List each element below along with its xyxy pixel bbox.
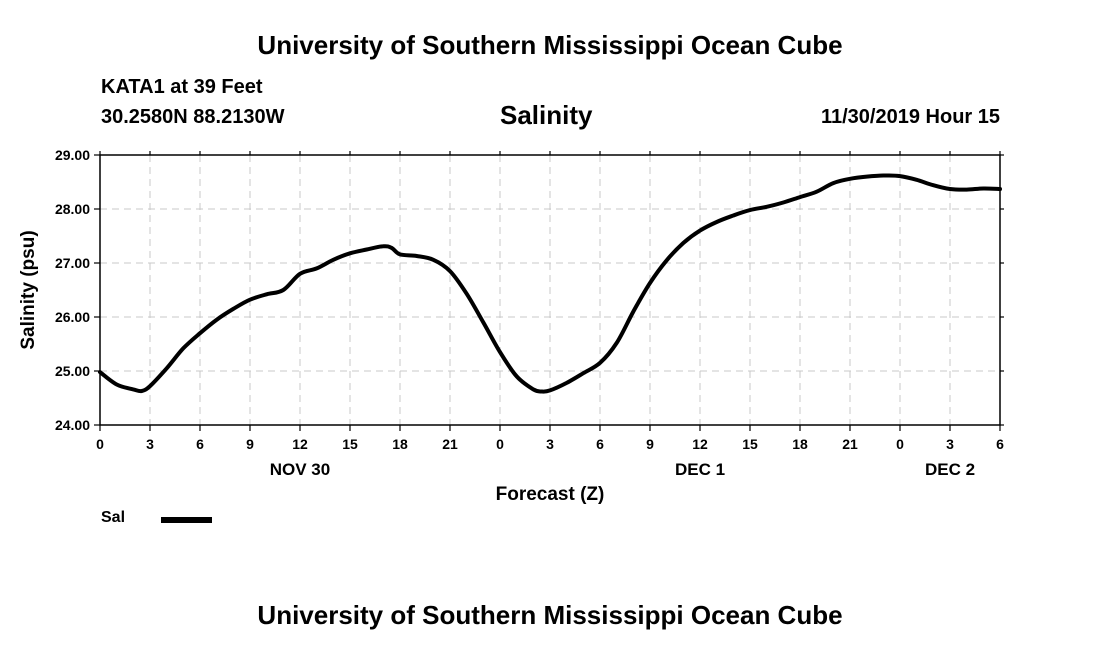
x-tick-label: 15 — [342, 436, 358, 452]
x-tick-label: 6 — [196, 436, 204, 452]
series-layer — [98, 173, 1002, 394]
x-tick-label: 6 — [996, 436, 1004, 452]
y-axis-title: Salinity (psu) — [18, 230, 39, 349]
date-label: DEC 2 — [925, 460, 975, 479]
x-tick-label: 0 — [496, 436, 504, 452]
station-label: KATA1 at 39 Feet — [101, 76, 263, 98]
x-tick-label: 9 — [646, 436, 654, 452]
y-tick-label: 25.00 — [55, 363, 90, 379]
x-tick-label: 15 — [742, 436, 758, 452]
x-tick-label: 12 — [692, 436, 708, 452]
x-tick-label: 0 — [96, 436, 104, 452]
chart-header-title: University of Southern Mississippi Ocean… — [257, 30, 843, 60]
variable-title: Salinity — [500, 100, 593, 130]
x-tick-label: 9 — [246, 436, 254, 452]
x-tick-label: 3 — [546, 436, 554, 452]
x-tick-label: 3 — [946, 436, 954, 452]
issue-time: 11/30/2019 Hour 15 — [820, 106, 1000, 128]
x-tick-label: 3 — [146, 436, 154, 452]
axes: 24.00 25.00 26.00 27.00 28.00 29.00 0 3 6 9 12 15 18… — [55, 147, 1004, 479]
y-tick-label: 29.00 — [55, 147, 90, 163]
x-tick-label: 18 — [392, 436, 408, 452]
x-tick-label: 12 — [292, 436, 308, 452]
y-tick-label: 24.00 — [55, 417, 90, 433]
x-tick-label: 21 — [842, 436, 858, 452]
date-label: NOV 30 — [270, 460, 330, 479]
y-tick-label: 26.00 — [55, 309, 90, 325]
series-line-sal — [98, 173, 1002, 394]
date-label: DEC 1 — [675, 460, 725, 479]
x-tick-label: 0 — [896, 436, 904, 452]
legend-label: Sal — [101, 509, 126, 526]
chart-footer-title: University of Southern Mississippi Ocean… — [257, 600, 843, 630]
y-tick-label: 27.00 — [55, 255, 90, 271]
x-tick-label: 21 — [442, 436, 458, 452]
y-tick-label: 28.00 — [55, 201, 90, 217]
grid-lines — [100, 155, 1000, 425]
x-axis-title: Forecast (Z) — [496, 484, 605, 505]
x-tick-label: 18 — [792, 436, 808, 452]
x-tick-label: 6 — [596, 436, 604, 452]
station-coordinates: 30.2580N 88.2130W — [101, 106, 285, 128]
legend-line-swatch — [161, 517, 212, 523]
